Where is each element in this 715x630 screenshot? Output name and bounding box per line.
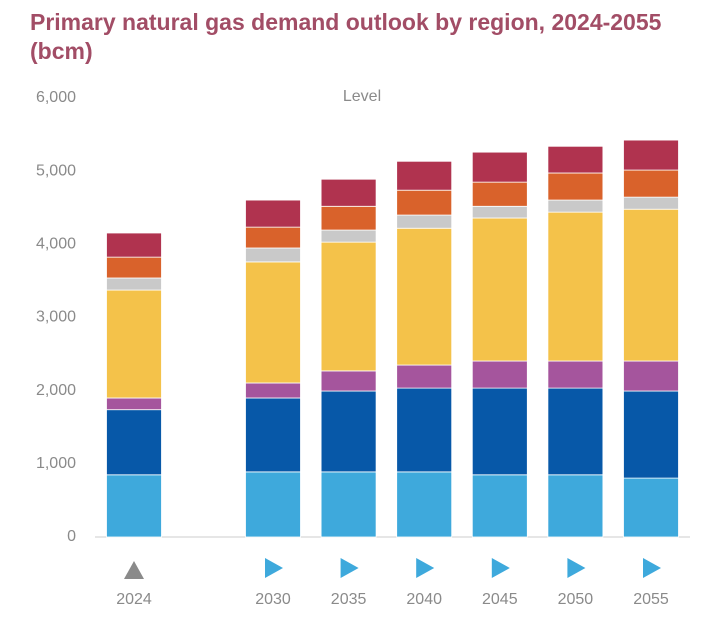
bar-segment [320,390,377,473]
y-tick-label: 1,000 [36,455,76,472]
marker-icon [265,558,283,578]
bar-segment [471,474,528,538]
bar-segment [396,227,453,366]
bar-segment [396,189,453,216]
y-tick-label: 4,000 [36,236,76,253]
x-tick-label: 2024 [116,591,152,608]
bar-segment [245,226,301,249]
bar-segment [245,382,301,399]
bar-segment [471,151,528,183]
bar-segment [106,409,162,476]
bar-segment [320,205,377,231]
bar-segment [320,471,377,538]
bar-segment [623,139,679,171]
x-tick-label: 2040 [406,591,442,608]
bar-segment [106,289,162,399]
x-tick-label: 2030 [255,591,291,608]
y-tick-label: 6,000 [36,89,76,106]
chart-title: Primary natural gas demand outlook by re… [30,9,662,64]
bar-segment [623,360,679,392]
bar-segment [471,205,528,219]
annotation: Level [343,88,381,105]
bar-segment [623,477,679,538]
bar-segment [623,196,679,210]
bar-segment [471,360,528,389]
bar-segment [396,471,453,538]
bar-segment [547,387,604,476]
bar-segment [106,232,162,258]
marker-icon [416,558,435,578]
bar-segment [320,229,377,243]
bar-segment [623,390,679,479]
marker-icon [491,558,510,578]
bar-segment [320,178,377,207]
bar-segment [320,241,377,372]
bar-segment [245,261,301,384]
y-tick-label: 0 [67,528,76,545]
bar-segment [320,370,377,392]
bar-segment [547,474,604,538]
bar-segment [547,172,604,201]
x-tick-label: 2045 [482,591,518,608]
bar-segment [547,360,604,389]
bar-segment [396,214,453,229]
bar-segment [471,181,528,207]
bar-segment [547,211,604,362]
bar-segment [396,387,453,473]
marker-icon [340,558,359,578]
bar-segment [623,169,679,198]
x-tick-label: 2050 [558,591,594,608]
bar-segment [106,256,162,279]
bar-segment [245,199,301,228]
bar-segment [245,471,301,538]
bar-segment [106,397,162,411]
x-tick-label: 2055 [633,591,669,608]
bar-segment [106,277,162,291]
bar-segment [471,217,528,362]
bar-segment [245,397,301,473]
bar-segment [396,364,453,389]
bar-segment [396,160,453,191]
marker-icon [124,561,144,579]
bar-segment [623,208,679,362]
marker-icon [643,558,661,578]
x-tick-label: 2035 [331,591,367,608]
y-tick-label: 3,000 [36,309,76,326]
marker-icon [567,558,586,578]
bar-segment [245,247,301,263]
bar-segment [547,145,604,174]
bar-segment [471,387,528,476]
bar-segment [106,474,162,538]
y-tick-label: 2,000 [36,382,76,399]
y-tick-label: 5,000 [36,162,76,179]
bar-segment [547,199,604,213]
